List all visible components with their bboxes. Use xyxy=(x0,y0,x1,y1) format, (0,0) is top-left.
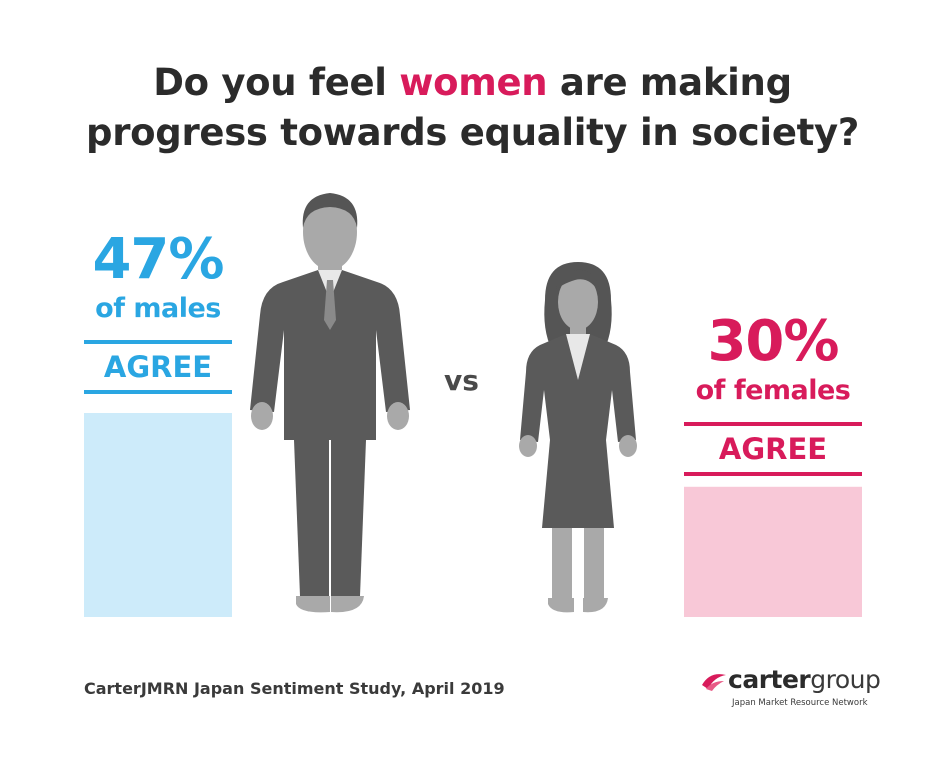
male-rule-bottom xyxy=(84,390,232,394)
male-percent-label: 47% xyxy=(92,227,224,292)
title-highlight: women xyxy=(399,61,548,104)
female-agree-label: AGREE xyxy=(718,432,828,466)
logo-brand-bold: carter xyxy=(728,665,811,694)
male-stat: 47% of males AGREE xyxy=(84,228,232,394)
male-sub-label: of males xyxy=(95,293,221,324)
title-line-1: Do you feel women are making xyxy=(0,58,945,108)
bar-males xyxy=(84,413,232,617)
male-figure-icon xyxy=(250,193,410,613)
female-figure-icon xyxy=(519,262,637,613)
logo-swoosh-icon xyxy=(702,674,726,691)
male-agree-label: AGREE xyxy=(103,350,213,384)
title-line-2: progress towards equality in society? xyxy=(86,111,859,154)
logo-brand: cartergroup xyxy=(728,665,881,694)
source-footer: CarterJMRN Japan Sentiment Study, April … xyxy=(84,679,505,698)
male-rule-top xyxy=(84,340,232,344)
logo-brand-light: group xyxy=(810,665,881,694)
female-rule-top xyxy=(684,422,862,426)
vs-label: vs xyxy=(444,364,479,397)
female-rule-bottom xyxy=(684,472,862,476)
title-text: Do you feel xyxy=(153,61,400,104)
female-sub-label: of females xyxy=(695,375,851,406)
title-text: are making xyxy=(547,61,792,104)
bar-females xyxy=(684,486,862,617)
chart-title: Do you feel women are making progress to… xyxy=(0,58,945,158)
female-percent-label: 30% xyxy=(707,309,839,374)
logo-tagline: Japan Market Resource Network xyxy=(732,698,868,708)
female-stat: 30% of females AGREE xyxy=(684,310,862,476)
